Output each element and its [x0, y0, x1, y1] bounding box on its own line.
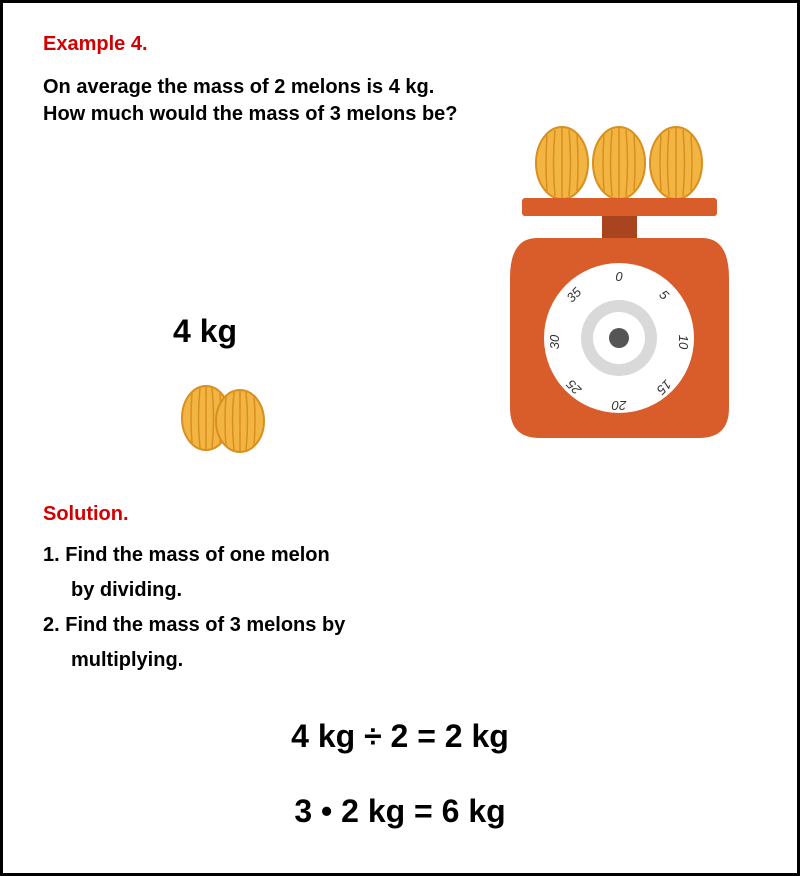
weight-label: 4 kg: [173, 313, 237, 350]
scale-melons: [536, 127, 702, 199]
problem-text: On average the mass of 2 melons is 4 kg.…: [43, 74, 473, 128]
step-1-line-b: by dividing.: [71, 573, 182, 607]
equation-2: 3 • 2 kg = 6 kg: [3, 793, 797, 830]
melons-icon: [178, 373, 273, 453]
scale-dial-center: [609, 328, 629, 348]
example-title: Example 4.: [43, 33, 757, 56]
scale-neck: [602, 216, 637, 238]
scale-icon: 0 5 10 15 20 25 30 35: [507, 118, 737, 448]
solution-title: Solution.: [43, 503, 129, 526]
svg-text:20: 20: [611, 398, 627, 413]
equation-1: 4 kg ÷ 2 = 2 kg: [3, 718, 797, 755]
step-2-line-a: 2. Find the mass of 3 melons by: [43, 608, 345, 642]
worksheet-page: Example 4. On average the mass of 2 melo…: [0, 0, 800, 876]
step-2-line-b: multiplying.: [71, 643, 183, 677]
two-melons-illustration: [178, 373, 273, 458]
step-1-line-a: 1. Find the mass of one melon: [43, 538, 330, 572]
svg-text:0: 0: [615, 269, 623, 284]
scale-tray: [522, 198, 717, 216]
scale-illustration: 0 5 10 15 20 25 30 35: [507, 118, 737, 453]
svg-text:10: 10: [676, 335, 691, 350]
svg-text:30: 30: [547, 334, 562, 349]
